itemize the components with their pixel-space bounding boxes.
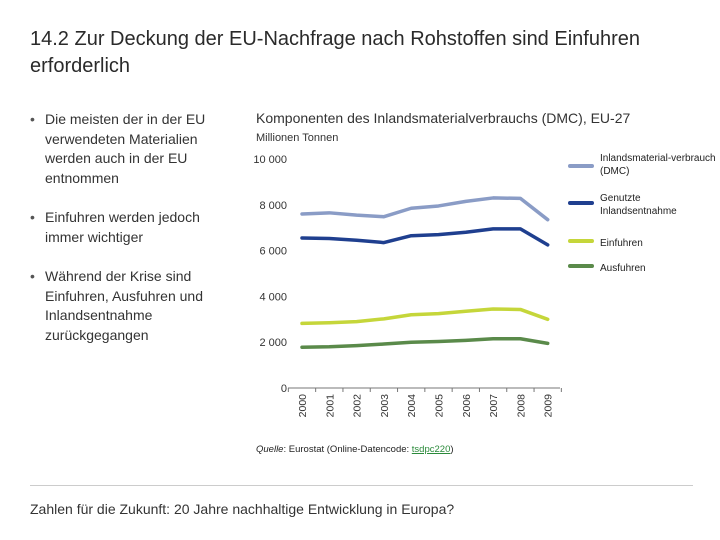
x-tick-label: 2008: [515, 394, 527, 418]
source-text: : Eurostat (Online-Datencode:: [283, 444, 412, 455]
x-tick-label: 2009: [543, 394, 555, 418]
bullet-item: Während der Krise sind Einfuhren, Ausfuh…: [30, 267, 235, 345]
legend-swatch: [568, 201, 594, 205]
y-tick-label: 10 000: [253, 154, 287, 166]
series-line-0: [300, 196, 550, 222]
y-tick-label: 4 000: [259, 291, 287, 303]
y-tick-label: 0: [281, 383, 287, 395]
page-title: 14.2 Zur Deckung der EU-Nachfrage nach R…: [30, 28, 640, 77]
y-tick-label: 2 000: [259, 337, 287, 349]
y-tick-label: 6 000: [259, 246, 287, 258]
series-line-3: [300, 337, 550, 349]
series-line-1: [300, 227, 550, 247]
x-tick-label: 2004: [406, 394, 418, 418]
series-line-2: [300, 307, 550, 326]
x-tick-label: 2001: [324, 394, 336, 418]
source-label: Quelle: [256, 444, 284, 455]
source-note: Quelle: Eurostat (Online-Datencode: tsdp…: [256, 444, 454, 455]
chart-y-unit-label: Millionen Tonnen: [256, 132, 339, 144]
legend-label: Inlandsmaterial-verbrauch (DMC): [600, 153, 716, 177]
x-tick-label: 2002: [352, 394, 364, 418]
source-close: ): [450, 444, 454, 455]
x-tick-label: 2003: [379, 394, 391, 418]
x-tick-label: 2000: [297, 394, 309, 418]
source-data-code-link[interactable]: tsdpc220: [411, 444, 451, 455]
line-chart: 0 2 000 4 000 6 000 8 000 10 000 2000 2001 2002 2…: [253, 154, 562, 418]
legend-label: Einfuhren: [600, 238, 643, 249]
bullet-item: Die meisten der in der EU verwendeten Ma…: [30, 110, 235, 188]
legend-label: Ausfuhren: [600, 263, 646, 274]
footer-text: Zahlen für die Zukunft: 20 Jahre nachhal…: [30, 501, 455, 517]
y-tick-label: 8 000: [259, 200, 287, 212]
legend-swatch: [568, 239, 594, 243]
x-tick-label: 2006: [461, 394, 473, 418]
footer-divider: [30, 485, 693, 486]
chart-title: Komponenten des Inlandsmaterialverbrauch…: [256, 110, 631, 126]
bullet-item: Einfuhren werden jedoch immer wichtiger: [30, 208, 235, 247]
legend-swatch: [568, 164, 594, 168]
bullet-list: Die meisten der in der EU verwendeten Ma…: [30, 110, 235, 365]
x-tick-label: 2005: [434, 394, 446, 418]
legend-swatch: [568, 264, 594, 268]
x-tick-label: 2007: [488, 394, 500, 418]
legend-label: Genutzte Inlandsentnahme: [600, 193, 677, 217]
